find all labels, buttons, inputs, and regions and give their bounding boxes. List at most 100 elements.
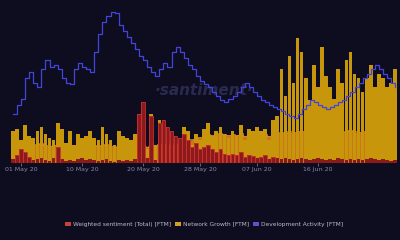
Bar <box>235 156 238 162</box>
Bar <box>385 87 389 162</box>
Bar <box>60 159 64 162</box>
Bar <box>344 160 348 162</box>
Bar <box>56 147 60 162</box>
Bar <box>324 160 328 162</box>
Bar <box>353 74 356 162</box>
Bar <box>377 74 381 162</box>
Bar <box>32 160 35 162</box>
Bar <box>292 160 295 162</box>
Bar <box>84 160 88 162</box>
Bar <box>214 132 218 162</box>
Bar <box>64 143 68 162</box>
Bar <box>385 160 389 162</box>
Bar <box>296 38 300 162</box>
Bar <box>182 127 186 162</box>
Bar <box>198 140 202 162</box>
Bar <box>125 138 129 162</box>
Bar <box>121 161 124 162</box>
Bar <box>267 159 271 162</box>
Bar <box>194 134 198 162</box>
Bar <box>247 156 251 162</box>
Bar <box>23 152 27 162</box>
Bar <box>393 69 397 162</box>
Bar <box>178 138 182 162</box>
Bar <box>280 69 283 162</box>
Bar <box>11 159 15 162</box>
Bar <box>166 129 169 162</box>
Bar <box>178 138 182 162</box>
Bar <box>28 157 31 162</box>
Bar <box>288 159 291 162</box>
Bar <box>210 136 214 162</box>
Bar <box>96 140 100 162</box>
Bar <box>218 149 222 162</box>
Bar <box>154 145 157 162</box>
Bar <box>15 156 19 162</box>
Bar <box>210 149 214 162</box>
Bar <box>19 140 23 162</box>
Bar <box>271 120 275 162</box>
Bar <box>300 158 304 162</box>
Bar <box>28 136 31 162</box>
Bar <box>312 159 316 162</box>
Bar <box>227 156 230 162</box>
Bar <box>64 161 68 162</box>
Bar <box>137 114 141 162</box>
Bar <box>28 157 31 162</box>
Bar <box>166 127 169 162</box>
Bar <box>117 160 120 162</box>
Bar <box>137 118 141 162</box>
Bar <box>190 147 194 162</box>
Bar <box>292 83 295 162</box>
Bar <box>170 136 173 162</box>
Bar <box>198 149 202 162</box>
Bar <box>40 127 43 162</box>
Bar <box>202 129 206 162</box>
Bar <box>251 132 255 162</box>
Bar <box>170 132 173 162</box>
Bar <box>206 123 210 162</box>
Bar <box>231 154 234 162</box>
Bar <box>15 156 19 162</box>
Bar <box>141 102 145 162</box>
Bar <box>100 160 104 162</box>
Bar <box>178 138 182 162</box>
Bar <box>284 158 287 162</box>
Bar <box>80 138 84 162</box>
Bar <box>267 140 271 162</box>
Bar <box>214 152 218 162</box>
Bar <box>365 159 368 162</box>
Bar <box>109 140 112 162</box>
Bar <box>259 157 263 162</box>
Bar <box>251 156 255 162</box>
Bar <box>324 76 328 162</box>
Bar <box>239 152 242 162</box>
Bar <box>361 160 364 162</box>
Bar <box>158 120 161 162</box>
Bar <box>92 138 96 162</box>
Bar <box>68 132 72 162</box>
Bar <box>190 147 194 162</box>
Bar <box>154 160 157 162</box>
Bar <box>60 129 64 162</box>
Bar <box>357 159 360 162</box>
Bar <box>72 145 76 162</box>
Bar <box>340 159 344 162</box>
Bar <box>381 78 385 162</box>
Bar <box>76 159 80 162</box>
Bar <box>117 132 120 162</box>
Bar <box>186 140 190 162</box>
Bar <box>389 83 393 162</box>
Bar <box>218 127 222 162</box>
Bar <box>190 145 194 162</box>
Bar <box>170 132 173 162</box>
Bar <box>158 123 161 162</box>
Bar <box>373 87 377 162</box>
Bar <box>52 140 56 162</box>
Bar <box>276 158 279 162</box>
Bar <box>332 160 336 162</box>
Bar <box>218 149 222 162</box>
Bar <box>332 99 336 162</box>
Bar <box>109 161 112 162</box>
Bar <box>206 145 210 162</box>
